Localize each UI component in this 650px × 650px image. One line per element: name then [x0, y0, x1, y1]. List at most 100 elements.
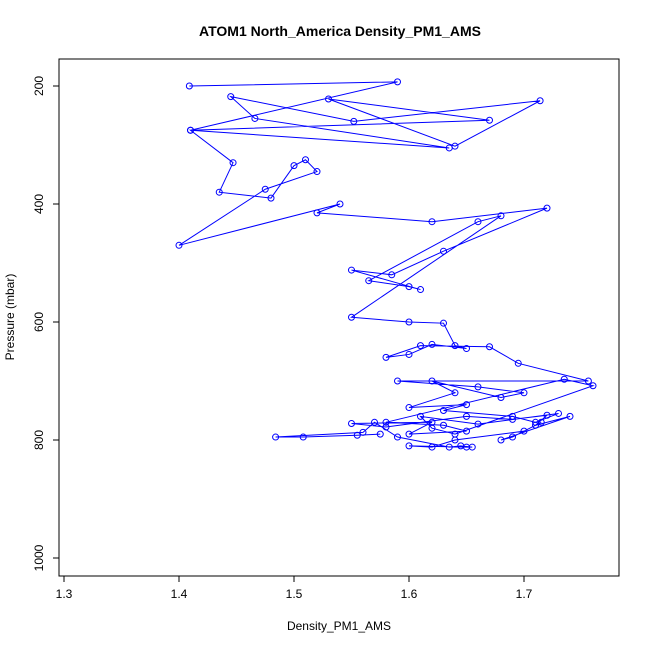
data-point: [468, 443, 476, 451]
data-point: [566, 412, 574, 420]
plot-frame: [58, 58, 620, 577]
x-axis-label: Density_PM1_AMS: [287, 619, 391, 633]
data-point: [187, 126, 194, 134]
data-point: [405, 350, 413, 358]
data-point: [497, 394, 505, 402]
data-point: [474, 420, 482, 428]
data-point: [560, 375, 568, 383]
data-point: [227, 93, 235, 101]
data-point: [299, 433, 307, 441]
data-point: [536, 97, 544, 105]
x-tick-label: 1.6: [401, 587, 418, 601]
y-tick-label: 400: [32, 194, 46, 214]
data-point: [394, 78, 401, 86]
data-point: [350, 117, 358, 125]
y-axis-label: Pressure (mbar): [3, 274, 17, 361]
data-point: [428, 218, 436, 226]
y-tick-label: 800: [32, 430, 46, 450]
data-point: [543, 411, 551, 419]
data-point: [405, 430, 413, 438]
data-point: [497, 436, 505, 444]
data-point: [428, 377, 436, 385]
y-tick-label: 200: [32, 76, 46, 96]
data-point: [440, 247, 447, 255]
data-point: [440, 407, 447, 414]
data-point: [514, 359, 522, 367]
data-point: [463, 427, 470, 435]
data-point: [428, 340, 436, 348]
data-point: [251, 114, 259, 122]
data-point: [440, 421, 447, 429]
data-point: [486, 116, 493, 124]
data-point: [215, 188, 223, 196]
data-point: [359, 428, 367, 436]
data-point: [394, 433, 401, 441]
data-point: [302, 156, 309, 164]
y-tick-label: 1000: [32, 544, 46, 571]
data-point: [405, 318, 413, 326]
data-point: [388, 271, 396, 279]
data-point: [382, 353, 390, 361]
data-point: [451, 436, 459, 444]
data-point: [382, 418, 390, 426]
data-point: [290, 162, 298, 170]
data-point: [509, 415, 516, 423]
data-point: [463, 412, 470, 420]
series-line: [178, 81, 595, 448]
data-point: [394, 377, 401, 385]
data-point: [537, 418, 545, 426]
data-point: [185, 82, 193, 90]
data-point: [348, 313, 355, 321]
data-point: [509, 433, 516, 441]
data-point: [457, 442, 465, 450]
data-point: [353, 431, 361, 439]
data-point: [584, 377, 592, 385]
data-point: [417, 412, 424, 420]
x-axis: 1.3 1.4 1.5 1.6 1.7: [56, 576, 533, 601]
data-point: [520, 389, 528, 397]
data-point: [348, 419, 355, 427]
data-point: [405, 442, 413, 450]
data-point: [451, 342, 459, 350]
chart-title: ATOM1 North_America Density_PM1_AMS: [199, 23, 481, 39]
data-point: [428, 418, 436, 426]
data-point: [445, 144, 453, 152]
data-point: [229, 159, 237, 167]
data-point: [555, 409, 562, 417]
plot-area: [175, 78, 597, 451]
y-tick-label: 600: [32, 312, 46, 332]
x-tick-label: 1.4: [171, 587, 188, 601]
data-point: [428, 443, 436, 451]
data-point: [520, 427, 528, 435]
data-point: [445, 443, 453, 451]
x-tick-label: 1.7: [516, 587, 533, 601]
data-point: [509, 412, 516, 420]
data-point: [175, 241, 183, 249]
x-tick-label: 1.5: [286, 587, 303, 601]
data-point: [417, 286, 424, 294]
data-point: [313, 209, 321, 217]
data-point: [463, 401, 470, 409]
data-point: [371, 418, 378, 426]
data-point: [382, 423, 390, 431]
data-point: [405, 283, 413, 291]
data-point: [497, 212, 505, 220]
data-point: [348, 266, 355, 274]
data-point: [405, 404, 413, 412]
data-point: [313, 168, 321, 176]
data-point: [463, 345, 470, 353]
data-point: [267, 194, 275, 202]
data-point: [486, 343, 493, 351]
data-point: [272, 433, 280, 441]
data-point: [325, 95, 332, 103]
data-point: [336, 200, 344, 208]
data-point: [451, 389, 459, 397]
data-point: [532, 421, 539, 429]
data-point: [589, 382, 597, 390]
data-point: [417, 342, 424, 350]
data-point: [474, 218, 482, 226]
data-point: [440, 319, 447, 327]
y-axis: 200 400 600 800 1000: [32, 76, 59, 571]
data-point: [543, 204, 551, 212]
